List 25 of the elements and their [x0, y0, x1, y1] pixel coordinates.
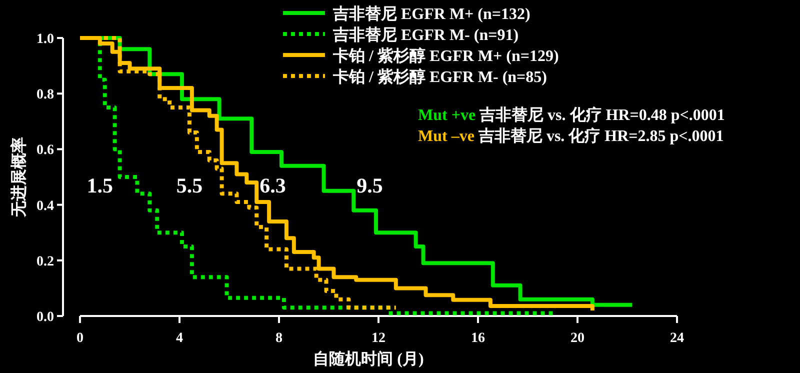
y-tick-label: 0.0 [36, 310, 54, 325]
y-tick-label: 1.0 [36, 32, 54, 47]
annotation: 1.5 [86, 173, 114, 198]
legend-label: 卡铂 / 紫杉醇 EGFR M- (n=85) [332, 68, 547, 86]
y-tick-label: 0.6 [36, 143, 54, 158]
x-tick-label: 12 [372, 331, 386, 346]
y-axis-title: 无进展概率 [9, 137, 28, 218]
annotation: 5.5 [176, 173, 203, 198]
legend-label: 卡铂 / 紫杉醇 EGFR M+ (n=129) [332, 47, 559, 65]
y-tick-label: 0.8 [36, 88, 54, 103]
legend-label: 吉非替尼 EGFR M- (n=91) [332, 26, 519, 44]
x-tick-label: 8 [276, 331, 282, 346]
x-tick-label: 0 [76, 331, 84, 346]
x-axis-title: 自随机时间 (月) [313, 350, 424, 368]
x-tick-label: 4 [176, 331, 183, 346]
x-tick-label: 24 [670, 331, 684, 346]
x-tick-label: 16 [471, 331, 485, 346]
y-tick-label: 0.4 [36, 198, 54, 214]
annotation: 9.5 [356, 173, 383, 198]
y-tick-label: 0.2 [36, 254, 54, 270]
annotation: 6.3 [260, 173, 286, 198]
x-tick-label: 20 [570, 331, 584, 346]
legend-label: 吉非替尼 EGFR M+ (n=132) [332, 5, 530, 23]
annotation: Mut +ve 吉非替尼 vs. 化疗 HR=0.48 p<.0001 [418, 106, 725, 124]
annotation: Mut –ve 吉非替尼 vs. 化疗 HR=2.85 p<.0001 [418, 127, 724, 145]
